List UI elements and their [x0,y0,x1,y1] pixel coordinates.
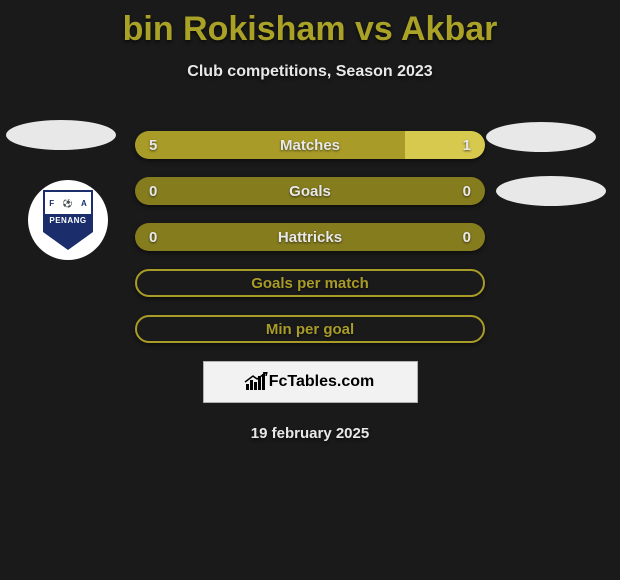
stat-label: Hattricks [278,229,342,246]
stat-value-right: 0 [463,183,471,200]
decor-ellipse-top-right [486,122,596,152]
stat-row: Min per goal [135,315,485,343]
bar-fill-right [405,131,486,159]
site-name: FcTables.com [269,373,375,391]
stat-value-left: 0 [149,229,157,246]
club-initial-a: A [81,199,87,208]
stat-value-left: 0 [149,183,157,200]
subtitle: Club competitions, Season 2023 [0,63,620,81]
stat-label: Goals [289,183,331,200]
stat-row: 0 0 Goals [135,177,485,205]
club-badge: F ⚽ A PENANG [28,180,108,260]
bar-chart-icon [246,374,265,390]
stats-bars: 5 1 Matches 0 0 Goals 0 0 Hattricks Goals per mat… [135,131,485,343]
page-title: bin Rokisham vs Akbar [0,0,620,49]
date-label: 19 february 2025 [0,425,620,442]
club-shield-top: F ⚽ A [45,192,91,214]
stat-label: Goals per match [251,275,369,292]
stat-row: 0 0 Hattricks [135,223,485,251]
stat-row: 5 1 Matches [135,131,485,159]
club-initial-f: F [49,199,54,208]
stat-label: Min per goal [266,321,354,338]
site-badge: FcTables.com [203,361,418,403]
club-ball-icon: ⚽ [63,199,73,208]
decor-ellipse-mid-right [496,176,606,206]
club-shield-label: PENANG [49,216,86,225]
stat-value-left: 5 [149,137,157,154]
stat-value-right: 1 [463,137,471,154]
stat-row: Goals per match [135,269,485,297]
bar-fill-left [135,131,405,159]
decor-ellipse-top-left [6,120,116,150]
club-shield: F ⚽ A PENANG [43,190,93,250]
stat-label: Matches [280,137,340,154]
stat-value-right: 0 [463,229,471,246]
